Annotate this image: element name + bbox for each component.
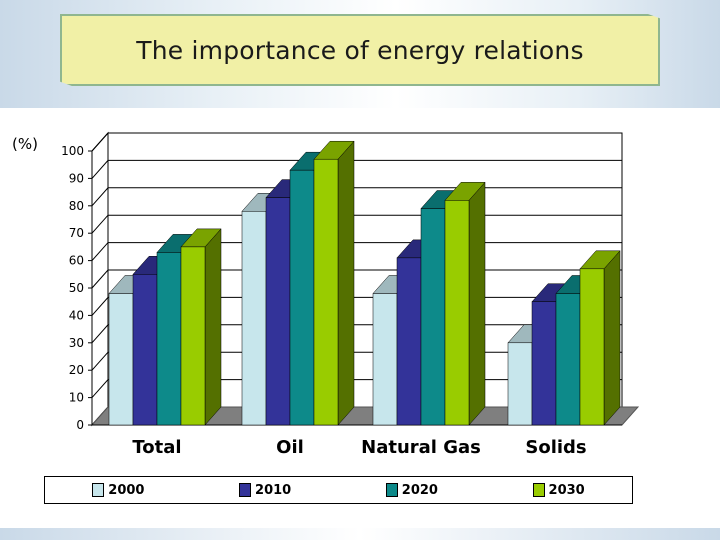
y-tick-label: 100	[61, 144, 84, 158]
bar-front	[444, 200, 470, 426]
bar-side	[204, 228, 222, 426]
y-tick-label: 90	[69, 171, 84, 185]
bar-side	[603, 250, 621, 426]
legend-item-2030: 2030	[532, 482, 585, 498]
legend-swatch-2010	[239, 483, 252, 497]
y-tick-label: 30	[69, 336, 84, 350]
bar-front	[420, 208, 446, 426]
legend-label-2020: 2020	[401, 482, 438, 498]
bar-solids-2030	[579, 250, 621, 426]
legend-item-2020: 2020	[385, 482, 438, 498]
y-tick-label: 10	[69, 391, 84, 405]
y-tick-label: 50	[69, 281, 84, 295]
chart-legend: 2000 2010 2020 2030	[44, 476, 633, 504]
y-tick-label: 0	[76, 418, 84, 432]
legend-item-2010: 2010	[239, 483, 291, 498]
bar-front	[507, 342, 533, 426]
bar-front	[531, 301, 557, 426]
x-category-label: Natural Gas	[361, 437, 481, 458]
legend-swatch-2030	[532, 483, 545, 497]
legend-item-2000: 2000	[92, 483, 144, 498]
bar-front	[180, 246, 206, 426]
gridline	[91, 187, 622, 207]
bar-front	[579, 268, 605, 426]
x-category-label: Solids	[525, 437, 586, 458]
bar-total-2030	[180, 228, 222, 426]
bar-oil-2030	[313, 140, 355, 426]
bar-front	[372, 293, 398, 426]
legend-swatch-2000	[92, 483, 105, 497]
bar-side	[337, 140, 355, 426]
legend-label-2000: 2000	[108, 482, 145, 498]
bar-front	[313, 158, 339, 426]
bar-front	[555, 293, 581, 426]
legend-label-2010: 2010	[255, 482, 292, 498]
bar-front	[289, 169, 315, 426]
y-tick-label: 80	[69, 199, 84, 213]
gridline	[91, 159, 622, 179]
bar-natural-gas-2030	[444, 181, 486, 426]
legend-swatch-2020	[385, 483, 398, 497]
bar-front	[265, 197, 291, 426]
title-box: The importance of energy relations	[60, 14, 660, 86]
legend-label-2030: 2030	[548, 482, 585, 498]
bar-front	[156, 252, 182, 426]
y-tick-label: 20	[69, 363, 84, 377]
bar-chart: 0 10 20 30 40 50 60 70 80 90 100 (%) Total Oil Natural…	[12, 131, 640, 458]
x-category-label: Total	[132, 437, 181, 458]
gridline	[91, 132, 622, 152]
y-tick-label: 70	[69, 226, 84, 240]
x-category-label: Oil	[276, 437, 304, 458]
y-tick-label: 40	[69, 308, 84, 322]
slide-title: The importance of energy relations	[136, 35, 584, 65]
bar-side	[468, 181, 486, 426]
bar-front	[396, 257, 422, 426]
bar-front	[241, 211, 267, 426]
bar-front	[108, 293, 134, 426]
bar-front	[132, 274, 158, 426]
y-axis-label: (%)	[12, 135, 38, 153]
y-tick-label: 60	[69, 254, 84, 268]
